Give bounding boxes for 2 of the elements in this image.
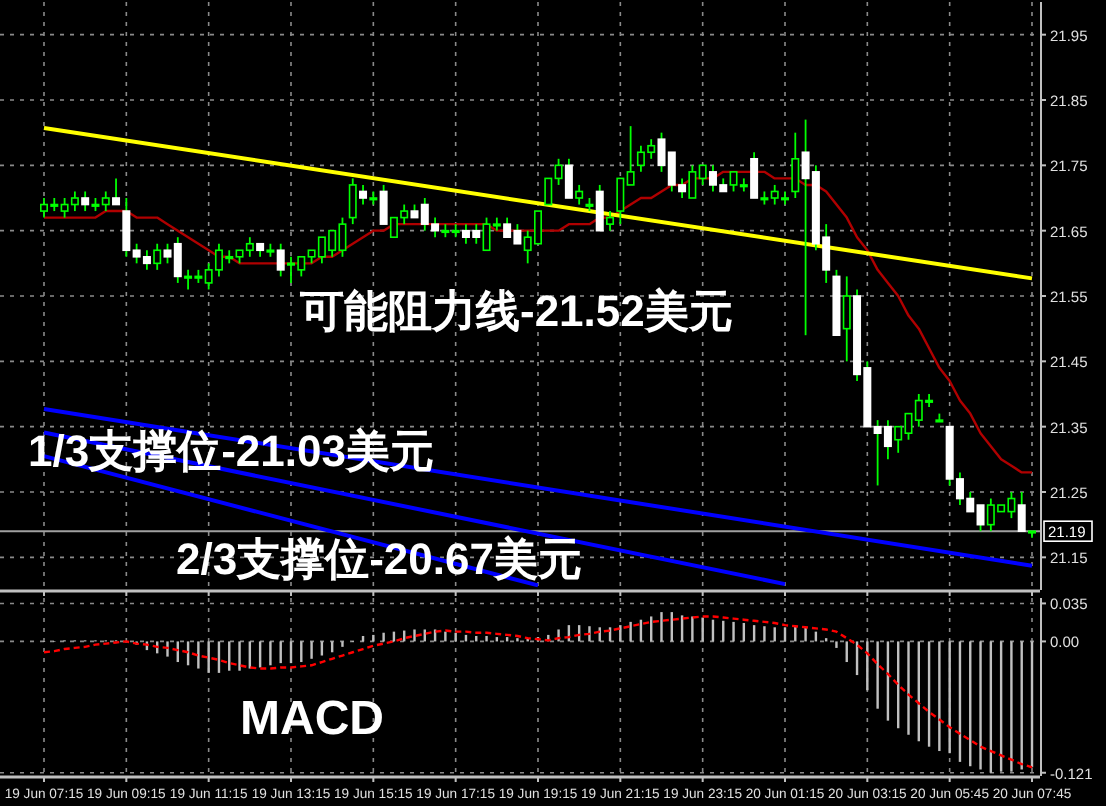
annotation: 可能阻力线-21.52美元 [298,286,733,336]
annotation: MACD [240,692,384,746]
